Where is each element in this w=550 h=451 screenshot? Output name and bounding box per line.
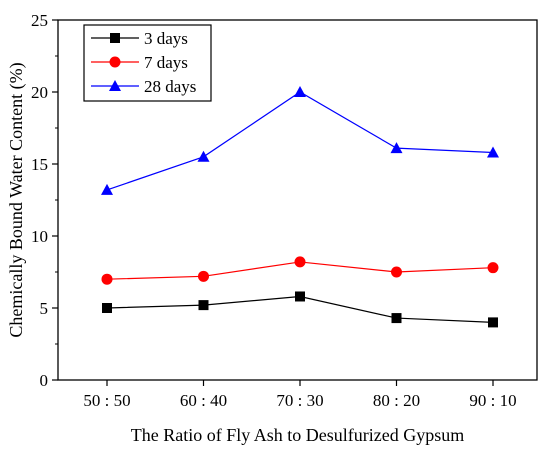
legend-label-28-days: 28 days [144,77,196,96]
data-point-3-days [198,300,209,311]
data-point-3-days [391,313,402,324]
x-tick-label: 80 : 20 [373,391,420,410]
data-point-7-days [294,256,306,268]
legend-marker-7-days [109,56,121,68]
data-point-3-days [295,291,305,302]
x-tick-label: 70 : 30 [276,391,323,410]
data-point-28-days [390,142,403,154]
y-tick-label: 20 [31,83,48,102]
data-point-7-days [198,270,209,282]
data-point-28-days [101,183,113,195]
series-line-28-days [106,91,494,191]
data-point-7-days [487,262,499,274]
legend: 3 days 7 days 28 days [83,24,212,102]
data-point-28-days [197,150,210,162]
data-point-28-days [487,146,499,158]
legend-label-7-days: 7 days [144,53,188,72]
series-layer [101,86,499,328]
data-point-7-days [391,266,402,278]
y-axis: 0 5 10 15 20 25 [31,11,58,390]
legend-marker-28-days [109,80,121,91]
data-point-28-days [294,86,306,97]
data-point-7-days [101,273,113,285]
data-point-3-days [488,317,498,328]
x-tick-label: 90 : 10 [469,391,516,410]
series-3-days [102,291,498,328]
x-axis-title: The Ratio of Fly Ash to Desulfurized Gyp… [131,425,464,445]
x-axis: 50 : 50 60 : 40 70 : 30 80 : 20 90 : 10 [83,380,517,410]
x-tick-label: 60 : 40 [180,391,227,410]
y-tick-label: 25 [31,11,48,30]
series-28-days [101,86,499,195]
y-tick-label: 0 [40,371,49,390]
y-tick-label: 15 [31,155,48,174]
legend-marker-3-days [110,33,120,43]
y-tick-label: 10 [31,227,48,246]
series-7-days [101,256,499,285]
x-tick-label: 50 : 50 [83,391,130,410]
data-point-3-days [102,303,112,313]
legend-label-3-days: 3 days [144,29,188,48]
y-axis-title: Chemically Bound Water Content (%) [6,62,27,337]
y-tick-label: 5 [40,299,49,318]
